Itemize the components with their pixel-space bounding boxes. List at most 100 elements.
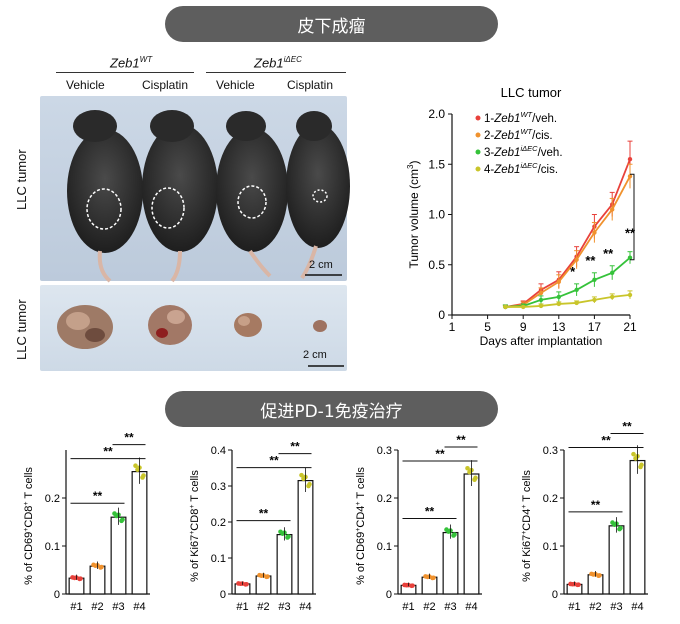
x-tick-label: #3 xyxy=(444,601,456,613)
column-label-2: Cisplatin xyxy=(142,78,189,92)
data-dot xyxy=(299,472,304,478)
banner-text: 皮下成瘤 xyxy=(297,16,366,37)
column-label-4: Cisplatin xyxy=(287,78,334,92)
ki67-cd8-bar-chart: 0 0.1 0.2 0.3 0.4 % of Ki67+CD8+ T cells #1 #2 #… xyxy=(189,440,316,613)
series-line-3 xyxy=(505,257,631,308)
data-point xyxy=(574,257,579,262)
x-tick-label: #4 xyxy=(133,601,145,613)
tumor-outline xyxy=(86,188,122,230)
y-axis-label: % of CD69+CD8+ T cells xyxy=(23,467,35,585)
bar-2 xyxy=(255,575,272,595)
legend-entry-1: 1-Zeb1WT/veh. xyxy=(484,110,557,125)
significance-label: ** xyxy=(591,498,601,512)
mouse-1 xyxy=(67,110,143,283)
data-point xyxy=(538,303,544,309)
cd69-cd4-bar-chart: 0 0.1 0.2 0.3 % of CD69+CD4+ T cells #1 #2 #3 #4… xyxy=(355,433,482,613)
bar-3 xyxy=(276,533,293,595)
y-tick-label: 0 xyxy=(386,589,392,601)
significance-label: ** xyxy=(259,507,269,521)
data-point xyxy=(627,255,633,260)
scale-label-tumors: 2 cm xyxy=(303,349,327,361)
x-tick-label: 9 xyxy=(520,320,527,334)
group-underline-wt xyxy=(56,72,194,73)
y-tick-label: 0.3 xyxy=(543,445,558,457)
significance-label: ** xyxy=(456,433,466,447)
data-dot xyxy=(133,463,138,469)
tumor-outline xyxy=(237,185,267,219)
significance-label: ** xyxy=(103,445,113,459)
tumor-3 xyxy=(234,313,262,337)
x-tick-label: #1 xyxy=(568,601,580,613)
tumor-outline xyxy=(312,189,328,203)
data-dot xyxy=(638,464,643,470)
y-tick-label: 2.0 xyxy=(428,107,445,121)
x-tick-label: #3 xyxy=(610,601,622,613)
legend-entry-3: 3-Zeb1iΔEC/veh. xyxy=(484,144,563,159)
bar-2 xyxy=(89,565,106,595)
bar-3 xyxy=(110,516,127,595)
series-line-4 xyxy=(505,294,631,308)
scale-label-mice: 2 cm xyxy=(309,259,333,271)
x-tick-label: #2 xyxy=(257,601,269,613)
y-tick-label: 0 xyxy=(438,308,445,322)
y-tick-label: 0.2 xyxy=(377,493,392,505)
mouse-4 xyxy=(286,111,350,280)
data-dot xyxy=(119,518,124,524)
bar-4 xyxy=(629,459,646,595)
y-tick-label: 1.5 xyxy=(428,157,445,171)
data-dot xyxy=(617,526,622,532)
x-axis-label: Days after implantation xyxy=(480,334,603,348)
mouse-2 xyxy=(142,110,218,283)
data-point xyxy=(592,230,597,235)
x-tick-label: #3 xyxy=(278,601,290,613)
chart-title: LLC tumor xyxy=(501,85,562,100)
bar-3 xyxy=(608,525,625,595)
x-tick-label: #2 xyxy=(91,601,103,613)
x-tick-label: 13 xyxy=(552,320,566,334)
group-header-wt: Zeb1WT xyxy=(110,55,153,71)
data-point xyxy=(610,207,615,212)
significance-bracket xyxy=(630,173,635,261)
mouse-3 xyxy=(216,111,288,278)
data-dot xyxy=(631,451,636,457)
significance-marker: * xyxy=(570,264,576,279)
banner-text: 促进PD-1免疫治疗 xyxy=(260,401,403,422)
data-dot xyxy=(285,535,290,540)
bar-4 xyxy=(131,470,148,595)
y-axis-label: % of Ki67+CD8+ T cells xyxy=(189,470,201,582)
mouse-illustration xyxy=(67,110,350,283)
y-tick-label: 0.5 xyxy=(428,258,445,272)
y-tick-label: 0 xyxy=(54,589,60,601)
y-tick-label: 0.2 xyxy=(45,493,60,505)
tumor-illustration xyxy=(57,305,344,367)
data-point xyxy=(521,304,526,310)
significance-label: ** xyxy=(93,489,103,503)
significance-label: ** xyxy=(435,447,445,461)
legend-marker-1 xyxy=(475,115,481,121)
y-tick-label: 0.1 xyxy=(211,553,226,565)
legend-marker-4 xyxy=(475,166,481,172)
y-tick-label: 0.1 xyxy=(377,541,392,553)
bar-3 xyxy=(442,531,459,595)
cd69-cd8-bar-chart: 0 0.1 0.2 % of CD69+CD8+ T cells #1 #2 #3 #4 ** *… xyxy=(23,431,150,613)
data-point xyxy=(538,290,544,296)
data-point xyxy=(574,300,579,306)
y-tick-label: 0.2 xyxy=(543,493,558,505)
x-tick-label: 17 xyxy=(588,320,602,334)
data-point xyxy=(592,297,597,303)
significance-marker: ** xyxy=(625,226,636,241)
x-tick-label: #2 xyxy=(589,601,601,613)
ki67-cd4-bar-chart: 0 0.1 0.2 0.3 % of Ki67+CD4+ T cells #1 #2 #3 #4… xyxy=(521,420,648,613)
x-tick-label: #4 xyxy=(299,601,311,613)
y-axis-label: Tumor volume (cm3) xyxy=(406,160,421,268)
significance-label: ** xyxy=(622,420,632,434)
x-tick-label: 1 xyxy=(449,320,456,334)
y-tick-label: 0.2 xyxy=(211,517,226,529)
legend-marker-3 xyxy=(475,149,481,155)
y-tick-label: 0.4 xyxy=(211,445,226,457)
data-dot xyxy=(451,533,456,538)
significance-label: ** xyxy=(124,431,134,445)
x-tick-label: #2 xyxy=(423,601,435,613)
y-tick-label: 0.1 xyxy=(543,541,558,553)
legend-entry-2: 2-Zeb1WT/cis. xyxy=(484,127,553,142)
